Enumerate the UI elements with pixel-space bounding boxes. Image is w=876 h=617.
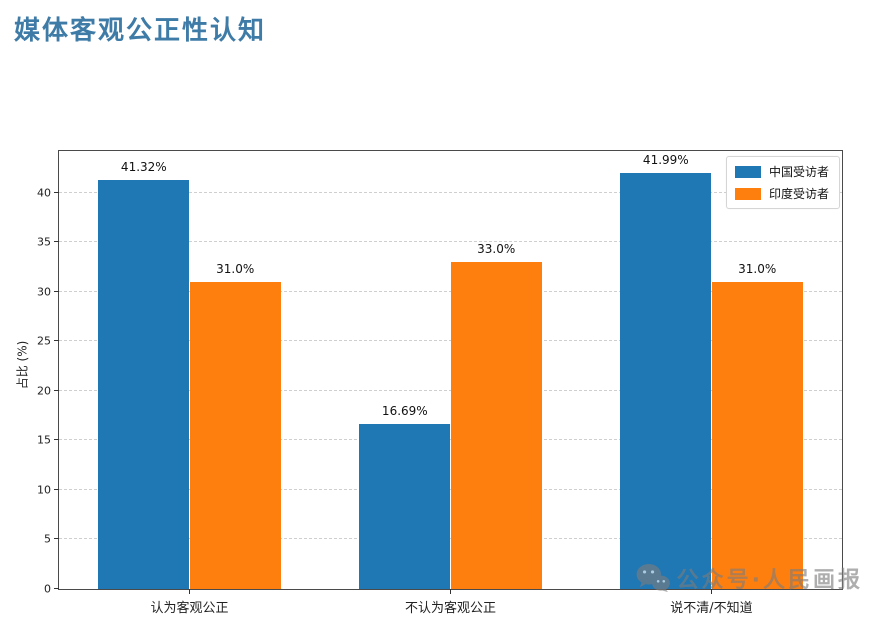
gridline-40 [59,191,842,193]
bar-印度受访者-1 [450,262,542,589]
y-tick-label-30: 30 [37,285,51,299]
y-tick-label-5: 5 [44,532,51,546]
bar-value-label-印度受访者-1: 33.0% [477,242,516,256]
y-tick-mark-20 [54,389,59,391]
x-tick-label-0: 认为客观公正 [150,601,229,616]
y-tick-mark-10 [54,488,59,490]
y-tick-mark-0 [54,588,59,589]
plot-area: 中国受访者 印度受访者 0 5 10 15 20 25 30 35 40 认为客观公正 41.32%… [37,150,843,616]
x-tick-mark-1 [450,589,451,594]
x-tick-label-1: 不认为客观公正 [404,601,497,616]
y-axis-title: 占比 (%) [15,340,30,390]
legend-swatch-china [734,165,761,178]
bar-value-label-印度受访者-2: 31.0% [738,261,777,276]
y-tick-mark-40 [54,191,59,193]
y-tick-mark-15 [54,439,59,441]
legend-swatch-india [734,187,761,200]
legend-row-china: 中国受访者 [734,163,829,180]
y-tick-label-0: 0 [44,582,51,596]
bar-value-label-中国受访者-1: 16.69% [381,403,428,418]
chart-legend: 中国受访者 印度受访者 [725,156,840,209]
y-tick-label-10: 10 [37,483,51,497]
y-tick-label-15: 15 [37,433,51,447]
bar-value-label-印度受访者-0: 31.0% [216,261,255,276]
y-tick-mark-35 [54,241,59,243]
bar-中国受访者-2 [620,172,712,589]
y-tick-label-20: 20 [37,384,51,398]
bar-印度受访者-0 [189,281,281,589]
page-title: 媒体客观公正性认知 [14,16,267,46]
bar-value-label-中国受访者-2: 41.99% [642,152,689,167]
legend-label-india: 印度受访者 [768,187,829,201]
bar-印度受访者-2 [711,281,803,589]
y-tick-label-40: 40 [37,186,51,200]
y-tick-label-25: 25 [37,334,51,348]
y-tick-mark-25 [54,340,59,342]
legend-row-india: 印度受访者 [734,185,829,202]
x-tick-label-2: 说不清/不知道 [670,601,753,616]
bar-value-label-中国受访者-0: 41.32% [120,159,167,174]
gridline-35 [59,241,842,243]
bar-中国受访者-0 [98,179,190,589]
x-tick-mark-2 [711,589,712,594]
x-tick-mark-0 [189,589,190,594]
y-tick-mark-5 [54,538,59,540]
bar-中国受访者-1 [359,423,451,589]
y-tick-mark-30 [54,290,59,292]
y-tick-label-35: 35 [37,235,51,249]
legend-label-china: 中国受访者 [768,165,829,179]
